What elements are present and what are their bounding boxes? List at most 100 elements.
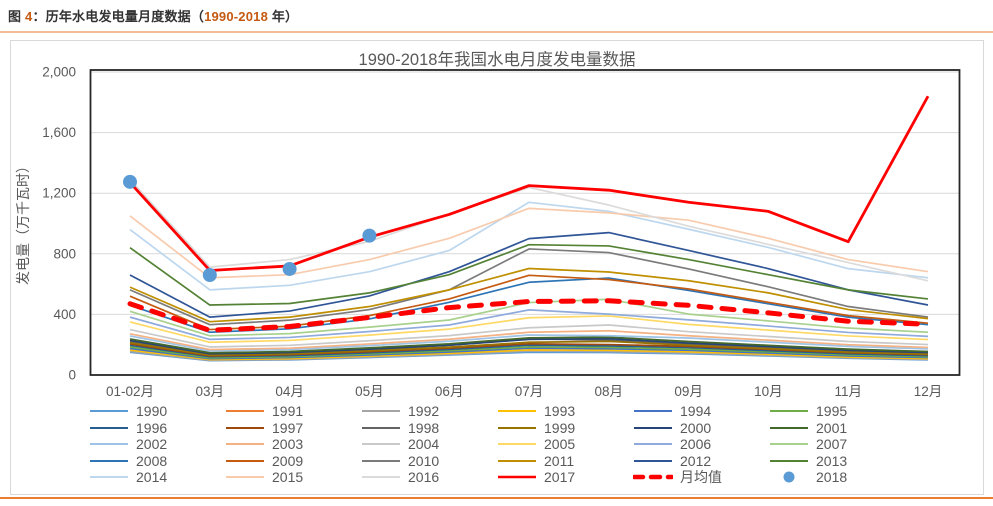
- data-point-2018: [282, 261, 297, 276]
- series-line-2016: [129, 178, 929, 282]
- legend-item-2010: 2010: [361, 453, 497, 470]
- y-tick-label: 1,600: [42, 125, 76, 140]
- legend-item-2008: 2008: [89, 453, 225, 470]
- legend-label: 1998: [408, 419, 440, 436]
- series-line-1999: [129, 340, 929, 357]
- series-line-1995: [129, 345, 929, 359]
- legend-item-2000: 2000: [633, 420, 769, 437]
- legend-label: 2013: [816, 452, 848, 469]
- legend-line-icon: [362, 459, 400, 462]
- legend-line-icon: [770, 459, 808, 462]
- x-tick-label: 08月: [595, 384, 624, 399]
- legend-label: 2000: [680, 419, 712, 436]
- series-line-2011: [129, 267, 929, 323]
- series-line-2014: [129, 201, 929, 291]
- legend-item-1997: 1997: [225, 420, 361, 437]
- x-tick-label: 09月: [674, 384, 703, 399]
- y-tick-label: 2,000: [42, 65, 76, 80]
- y-tick-label: 0: [68, 368, 76, 383]
- legend-item-2011: 2011: [497, 453, 633, 470]
- y-tick-label: 800: [53, 246, 76, 261]
- legend-label: 2007: [816, 436, 848, 453]
- legend-label: 1991: [272, 403, 304, 420]
- legend-line-icon: [226, 443, 264, 446]
- figure-caption-suffix: 年）: [268, 9, 299, 24]
- legend-item-2003: 2003: [225, 436, 361, 453]
- legend-label: 2001: [816, 419, 848, 436]
- legend-label: 1995: [816, 403, 848, 420]
- legend-label: 2008: [136, 452, 168, 469]
- legend-item-1994: 1994: [633, 403, 769, 420]
- legend-label: 2017: [544, 469, 576, 486]
- legend-label: 1990: [136, 403, 168, 420]
- legend-label: 2014: [136, 469, 168, 486]
- legend-item-1996: 1996: [89, 420, 225, 437]
- legend-marker-icon: [783, 471, 795, 483]
- plot-border: [89, 69, 961, 376]
- legend-item-1993: 1993: [497, 403, 633, 420]
- series-line-2005: [129, 315, 929, 344]
- legend-item-月均值: 月均值: [633, 469, 769, 486]
- legend-item-2006: 2006: [633, 436, 769, 453]
- series-line-1994: [129, 347, 929, 360]
- series-line-月均值: [127, 298, 931, 333]
- legend-item-1992: 1992: [361, 403, 497, 420]
- data-point-2018: [362, 228, 377, 243]
- legend-line-icon: [634, 410, 672, 413]
- series-line-1993: [129, 349, 929, 361]
- x-tick-label: 07月: [515, 384, 544, 399]
- y-tick-label: 1,200: [42, 186, 76, 201]
- legend-item-2002: 2002: [89, 436, 225, 453]
- legend-label: 1996: [136, 419, 168, 436]
- legend-label: 2012: [680, 452, 712, 469]
- series-line-2017: [128, 95, 930, 272]
- legend-line-icon: [362, 410, 400, 413]
- legend-line-icon: [498, 459, 536, 462]
- legend-line-icon: [90, 443, 128, 446]
- series-line-2012: [129, 231, 929, 318]
- legend-line-icon: [498, 443, 536, 446]
- y-axis-title: 发电量（万千瓦时）: [15, 159, 31, 285]
- legend-line-icon: [226, 476, 264, 479]
- legend-line-icon: [634, 443, 672, 446]
- x-tick-label: 06月: [435, 384, 464, 399]
- series-line-2000: [129, 337, 929, 355]
- y-tick-label: 400: [53, 307, 76, 322]
- legend-label: 1993: [544, 403, 576, 420]
- data-point-2018: [123, 174, 137, 189]
- header-divider: [0, 31, 993, 33]
- legend-item-2004: 2004: [361, 436, 497, 453]
- x-tick-label: 11月: [834, 384, 862, 399]
- legend-label: 2003: [272, 436, 304, 453]
- series-line-2001: [129, 336, 929, 354]
- series-line-2002: [129, 334, 929, 352]
- legend-label: 2009: [272, 452, 304, 469]
- figure-caption-years: 1990-2018: [204, 9, 269, 24]
- legend-line-icon: [634, 426, 672, 429]
- x-tick-label: 10月: [754, 384, 783, 399]
- x-tick-label: 03月: [196, 384, 225, 399]
- legend-line-icon: [770, 443, 808, 446]
- legend-item-2005: 2005: [497, 436, 633, 453]
- series-line-2003: [129, 329, 929, 351]
- legend-line-icon: [226, 459, 264, 462]
- legend-line-icon: [90, 476, 128, 479]
- legend-label: 2011: [544, 452, 575, 469]
- x-tick-label: 12月: [914, 384, 943, 399]
- legend-label: 2016: [408, 469, 440, 486]
- legend-line-icon: [498, 426, 536, 429]
- legend-item-2001: 2001: [769, 420, 905, 437]
- legend-item-2018: 2018: [769, 469, 905, 486]
- legend-line-icon: [770, 410, 808, 413]
- legend-label: 1994: [680, 403, 712, 420]
- legend-item-2009: 2009: [225, 453, 361, 470]
- legend-label: 2005: [544, 436, 576, 453]
- legend-label: 2015: [272, 469, 304, 486]
- legend-line-icon: [498, 475, 536, 479]
- legend-line-icon: [633, 475, 673, 480]
- legend-item-1991: 1991: [225, 403, 361, 420]
- legend-item-2016: 2016: [361, 469, 497, 486]
- legend-label: 2010: [408, 452, 440, 469]
- legend-line-icon: [362, 476, 400, 479]
